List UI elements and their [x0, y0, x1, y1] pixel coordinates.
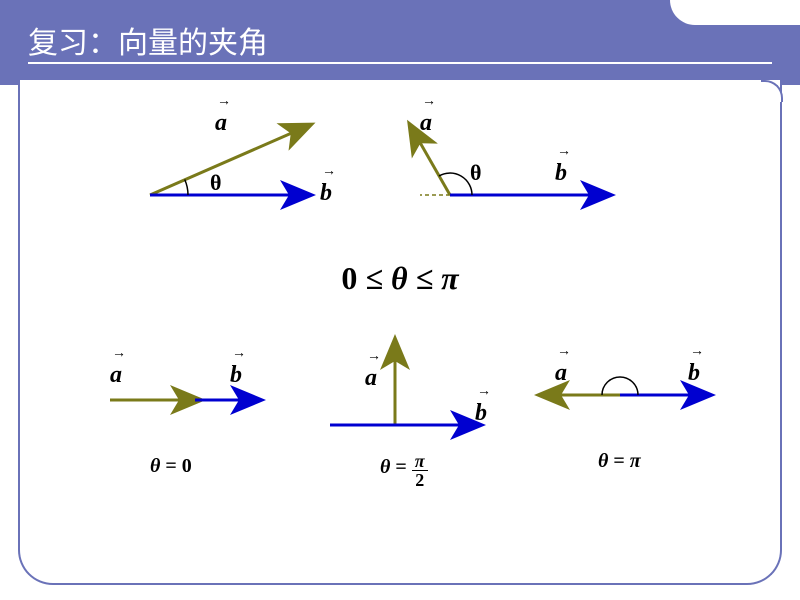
label-b-tr: →b	[555, 160, 567, 187]
header-curve	[670, 0, 800, 25]
header-underline	[28, 62, 772, 64]
label-b-bl: →b	[230, 362, 242, 389]
label-b-br: →b	[688, 360, 700, 387]
label-theta-tl: θ	[210, 170, 221, 196]
caption-pi: θ = π	[598, 450, 641, 473]
header-bar: 复习：向量的夹角	[0, 0, 800, 85]
label-a-bl: →a	[110, 362, 122, 389]
label-a-tr: →a	[420, 110, 432, 137]
slide-title: 复习：向量的夹角	[28, 18, 268, 62]
caption-pi-half: θ = π2	[380, 450, 428, 487]
label-b-bc: →b	[475, 400, 487, 427]
label-b-tl: →b	[320, 180, 332, 207]
label-a-br: →a	[555, 360, 567, 387]
content-frame	[18, 80, 782, 585]
slide: 复习：向量的夹角 →a →b θ	[0, 0, 800, 600]
label-a-bc: →a	[365, 365, 377, 392]
label-theta-tr: θ	[470, 160, 481, 186]
range-formula: 0 ≤ θ ≤ π	[0, 260, 800, 297]
caption-zero: θ = 0	[150, 455, 192, 478]
label-a-tl: →a	[215, 110, 227, 137]
